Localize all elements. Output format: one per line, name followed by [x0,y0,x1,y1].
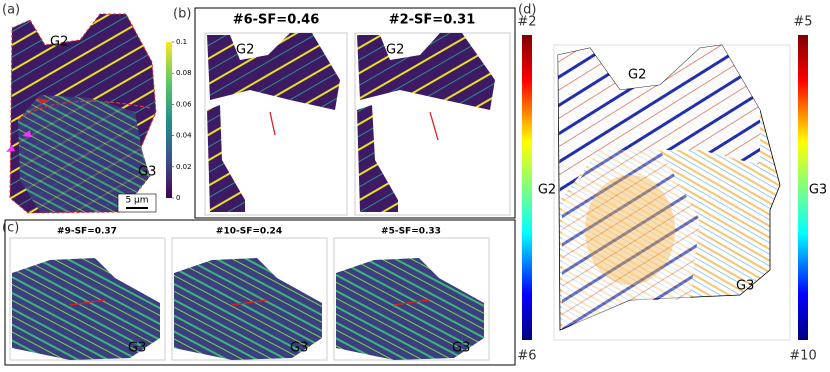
grain-g3 [18,95,150,212]
colorbar-tick-label: 0.1 [176,38,187,46]
grain-map [207,105,245,212]
grain-map [336,258,484,360]
map-title: #5-SF=0.33 [381,227,441,237]
colorbar-tick-label: 0.02 [176,163,192,171]
colorbar [166,42,172,198]
arrow [231,299,268,306]
scale-bar-label: 5 μm [125,196,148,206]
grain-label: G2 [628,68,646,83]
colorbar-label: G3 [809,183,827,198]
grain-g2 [558,45,760,200]
grain-label: G2 [236,43,254,58]
grain-label: G3 [452,341,470,356]
colorbar-tick-label: 0.06 [176,100,192,108]
panel-label: (a) [2,3,20,18]
grain-map [357,33,495,110]
grain-map [207,33,340,110]
colorbar-tick-label: 0.08 [176,69,192,77]
map: #6-SF=0.46 G2 [204,13,348,216]
activity-region [585,175,675,285]
grain-label: G3 [128,341,146,356]
colorbar-label: #5 [793,15,812,30]
colorbar [522,35,532,340]
panel-label: (c) [2,221,19,236]
panel-label: (b) [173,7,191,22]
map-title: #10-SF=0.24 [216,227,282,237]
colorbar-label: #6 [517,349,536,364]
arrow [6,130,31,152]
map-title: #9-SF=0.37 [57,227,117,237]
panel-label: (d) [518,3,536,18]
arrow [393,299,430,306]
colorbar-label: #10 [789,349,816,364]
grain-label: G3 [290,341,308,356]
map-title: #6-SF=0.46 [233,13,320,28]
arrow [429,111,439,141]
panel-frame [4,219,516,366]
colorbar-label: #2 [517,15,536,30]
map: #2-SF=0.31 G2 [354,13,511,216]
grain-map [12,258,160,360]
colorbar-label: G2 [538,183,556,198]
arrow [269,111,276,136]
arrow [36,98,48,104]
grain-boundary [17,100,151,121]
grain-map [174,258,322,360]
grain-map [357,105,398,212]
map-title: #2-SF=0.31 [389,13,476,28]
grain-label: G3 [736,279,754,294]
grain-label: G2 [50,35,68,50]
grain-label: G3 [138,165,156,180]
colorbar [798,35,808,340]
panel-frame [194,7,516,219]
arrow [69,299,106,306]
grain-label: G2 [386,43,404,58]
colorbar-tick-label: 0 [176,194,180,202]
grain-g3 [562,150,700,330]
colorbar-tick-label: 0.04 [176,132,192,140]
